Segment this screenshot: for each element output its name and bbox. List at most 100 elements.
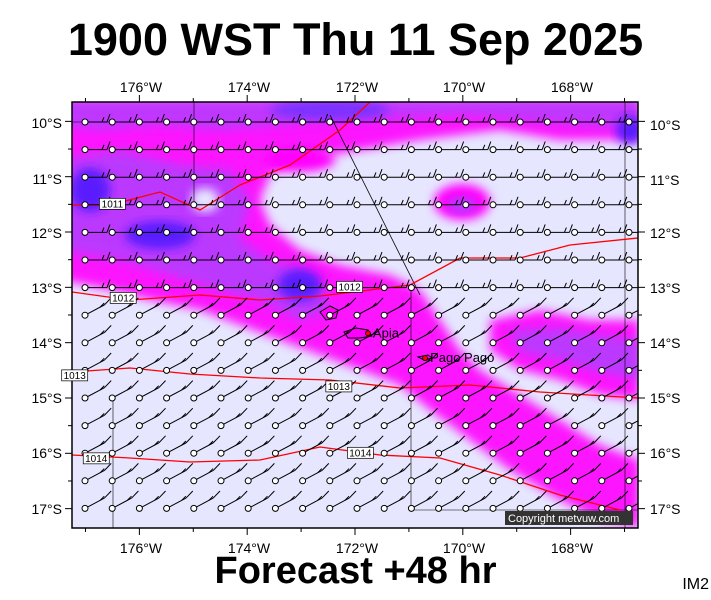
wind-barb bbox=[299, 352, 330, 374]
wind-barb bbox=[516, 141, 546, 154]
svg-text:1011: 1011 bbox=[102, 199, 124, 210]
wind-barb bbox=[435, 279, 465, 292]
wind-barb bbox=[299, 490, 330, 512]
wind-barb bbox=[271, 251, 301, 264]
wind-barb bbox=[543, 196, 573, 209]
wind-barb bbox=[353, 251, 383, 264]
wind-barb bbox=[353, 463, 384, 485]
wind-barb bbox=[571, 196, 601, 209]
wind-barb bbox=[571, 297, 602, 319]
lat-label-right-13s: 13°S bbox=[650, 280, 681, 296]
wind-barb bbox=[543, 141, 573, 154]
wind-barb bbox=[380, 251, 410, 264]
wind-barb bbox=[462, 251, 492, 264]
wind-barb bbox=[462, 380, 493, 402]
wind-barb bbox=[353, 224, 383, 236]
wind-barb bbox=[407, 380, 438, 402]
wind-barb bbox=[217, 352, 248, 374]
wind-barb bbox=[163, 196, 193, 209]
wind-barb bbox=[598, 196, 628, 209]
wind-barb bbox=[598, 380, 629, 402]
wind-barb bbox=[625, 337, 638, 347]
wind-barb bbox=[462, 325, 493, 347]
wind-barb bbox=[380, 297, 411, 319]
wind-barb bbox=[353, 297, 384, 319]
wind-barb bbox=[571, 463, 602, 485]
lat-label-left-14s: 14°S bbox=[31, 335, 62, 351]
wind-barb bbox=[380, 224, 410, 236]
wind-barb bbox=[353, 380, 384, 402]
wind-barb bbox=[190, 297, 221, 319]
wind-barb bbox=[326, 352, 357, 374]
wind-barb bbox=[489, 463, 520, 485]
wind-barb bbox=[516, 435, 547, 457]
wind-barb bbox=[326, 325, 357, 347]
wind-barb bbox=[353, 141, 383, 154]
wind-barb bbox=[516, 490, 547, 512]
wind-barb bbox=[108, 490, 139, 512]
wind-barb bbox=[217, 407, 248, 430]
wind-barb bbox=[135, 113, 165, 126]
wind-barb bbox=[462, 224, 492, 236]
wind-barb bbox=[190, 352, 221, 374]
lon-label-top-168w: 168°W bbox=[551, 79, 594, 95]
wind-barb bbox=[462, 196, 492, 209]
wind-barb bbox=[244, 490, 275, 512]
rain-band-purple bbox=[72, 150, 330, 320]
wind-barb bbox=[407, 196, 437, 209]
svg-text:1014: 1014 bbox=[85, 454, 108, 465]
wind-barb bbox=[299, 169, 329, 181]
wind-barb bbox=[435, 113, 465, 126]
wind-barb bbox=[380, 463, 411, 485]
wind-barb bbox=[353, 169, 383, 181]
wind-barb bbox=[299, 380, 330, 402]
wind-barb bbox=[571, 325, 602, 347]
lon-label-top-170w: 170°W bbox=[443, 79, 486, 95]
wind-barb bbox=[81, 113, 111, 126]
wind-barb bbox=[217, 224, 247, 236]
wind-barb bbox=[380, 407, 411, 430]
wind-barb bbox=[516, 113, 546, 126]
wind-barb bbox=[190, 325, 221, 347]
wind-barb bbox=[407, 297, 438, 319]
wind-barb bbox=[217, 196, 247, 209]
page-title: 1900 WST Thu 11 Sep 2025 bbox=[67, 14, 644, 65]
wind-barb bbox=[516, 463, 547, 485]
wind-barb bbox=[135, 196, 165, 209]
wind-barb bbox=[489, 380, 520, 402]
isobar-label: 1014 bbox=[347, 446, 374, 459]
wind-barb bbox=[516, 407, 547, 430]
wind-barb bbox=[271, 435, 302, 457]
wind-barb bbox=[81, 224, 111, 236]
wind-barb bbox=[407, 407, 438, 430]
wind-barb bbox=[598, 113, 628, 126]
wind-barb bbox=[190, 463, 221, 485]
wind-barb bbox=[489, 352, 520, 374]
wind-barb bbox=[108, 380, 139, 402]
wind-barb bbox=[81, 279, 111, 292]
wind-barb bbox=[435, 407, 466, 430]
lat-label-right-15s: 15°S bbox=[650, 390, 681, 406]
rain-cell-purple-small bbox=[448, 197, 476, 213]
wind-barb bbox=[543, 325, 574, 347]
wind-barb bbox=[571, 279, 601, 292]
wind-barb bbox=[217, 490, 248, 512]
wind-barb bbox=[244, 407, 275, 430]
wind-barb bbox=[81, 141, 111, 154]
wind-barb bbox=[163, 490, 194, 512]
wind-barb bbox=[163, 463, 194, 485]
wind-barb bbox=[489, 251, 519, 264]
wind-barb bbox=[516, 325, 547, 347]
wind-barb bbox=[326, 141, 356, 154]
wind-barb bbox=[163, 251, 193, 264]
wind-barb bbox=[571, 352, 602, 374]
wind-barb bbox=[81, 251, 111, 264]
wind-barb bbox=[489, 279, 519, 292]
place-pago-pago: Pago Pago bbox=[422, 350, 494, 365]
wind-barb bbox=[380, 113, 410, 126]
wind-barb bbox=[462, 352, 493, 374]
wind-barb bbox=[435, 297, 466, 319]
wind-barb bbox=[435, 325, 466, 347]
wind-barb bbox=[598, 325, 629, 347]
svg-text:1014: 1014 bbox=[349, 448, 372, 459]
